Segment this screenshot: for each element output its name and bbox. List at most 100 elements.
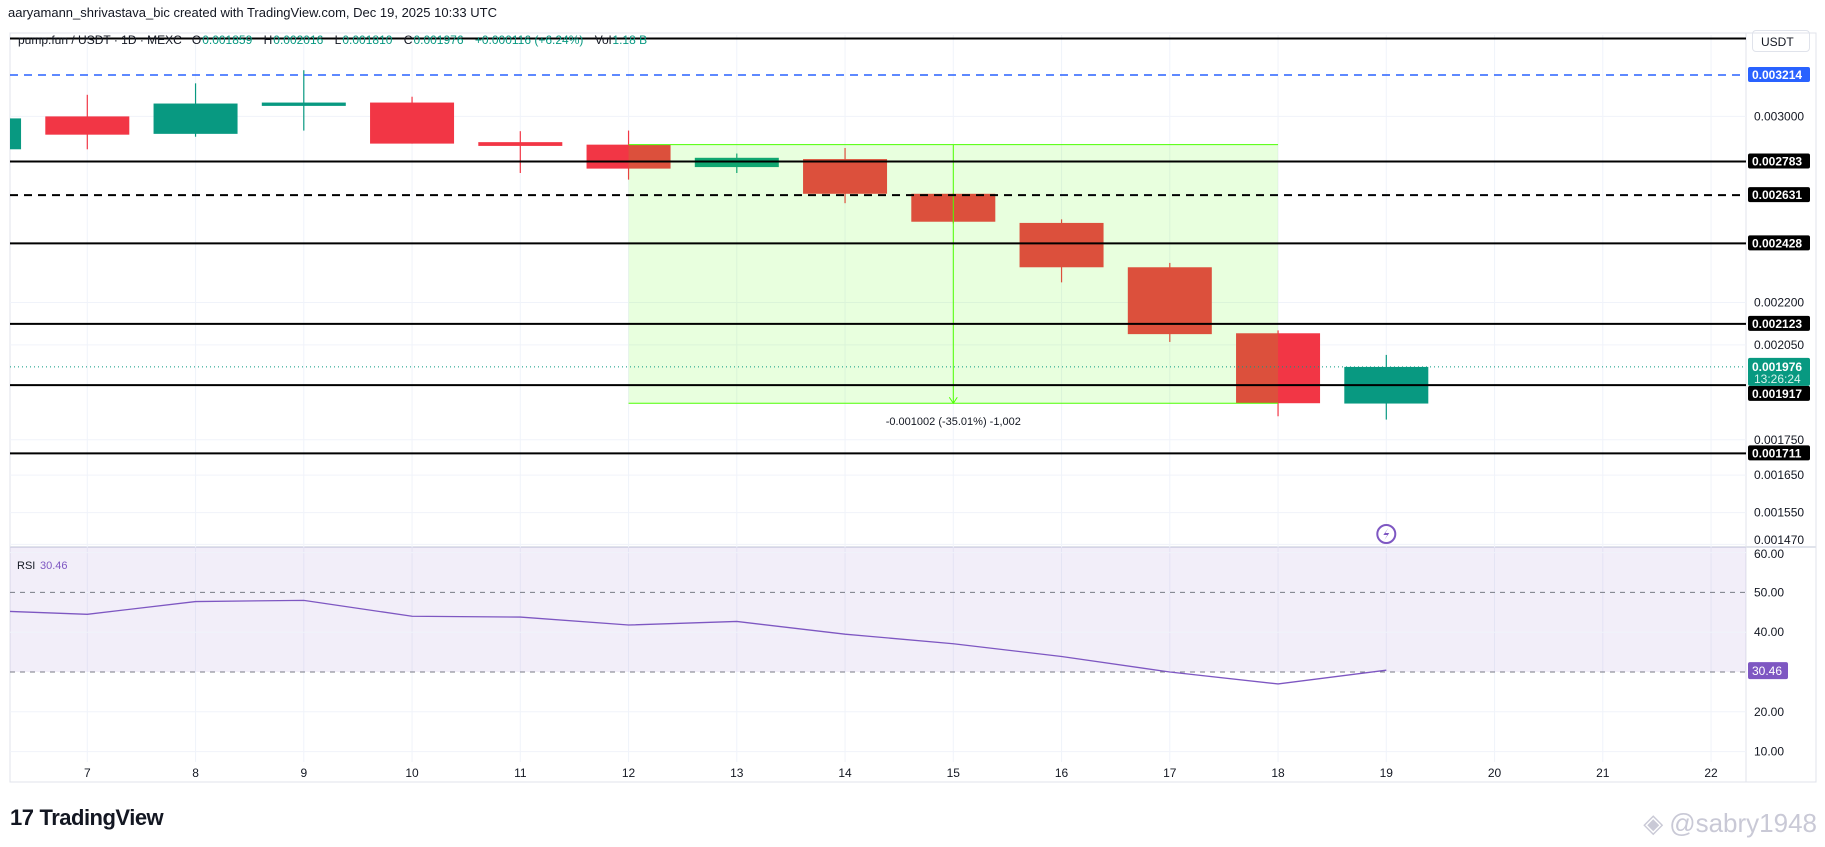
x-tick-label: 20 [1488,766,1502,780]
y-tick-label: 0.002050 [1754,338,1804,352]
symbol-name[interactable]: pump.fun / USDT · 1D · MEXC [18,33,182,47]
candle[interactable] [0,118,22,150]
candle-body [1019,222,1104,268]
tradingview-logo[interactable]: 17 TradingView [10,805,164,831]
candle-body [586,144,671,169]
symbol-legend: pump.fun / USDT · 1D · MEXC O0.001859 H0… [18,33,655,47]
open-value: 0.001859 [202,33,253,47]
rsi-tick-label: 20.00 [1754,705,1784,719]
candle[interactable] [45,94,130,150]
price-label-bg [1748,235,1810,251]
low-label: L [334,33,342,47]
rsi-value-bg [1748,662,1788,680]
x-tick-label: 7 [84,766,91,780]
open-label: O [191,33,202,47]
price-label-bg [1748,445,1810,461]
candle[interactable] [803,148,888,204]
close-label: C [403,33,413,47]
rsi-pane [0,547,1746,753]
price-label: 0.003214 [1752,68,1802,82]
price-label-bg [1748,187,1810,203]
x-tick-label: 9 [300,766,307,780]
candle-body [478,142,563,146]
candle-body [153,103,238,134]
candle[interactable] [261,70,346,131]
tradingview-mark-icon: 17 [10,805,34,830]
chart-credit: aaryamann_shrivastava_bic created with T… [8,5,497,20]
rsi-legend-value: 30.46 [40,560,68,572]
binance-icon: ◈ [1643,808,1664,838]
y-tick-label: 0.003000 [1754,109,1804,123]
x-tick-label: 18 [1271,766,1285,780]
high-value: 0.002016 [273,33,324,47]
close-value: 0.001976 [413,33,464,47]
x-tick-label: 22 [1704,766,1718,780]
y-tick-label: 0.001470 [1754,533,1804,547]
rsi-tick-label: 40.00 [1754,625,1784,639]
x-tick-label: 10 [405,766,419,780]
currency-selector[interactable]: USDT [1752,30,1810,52]
current-price-bg [1748,357,1810,386]
x-tick-label: 13 [730,766,744,780]
price-label: 0.001711 [1752,446,1802,460]
rsi-value-label: 30.46 [1752,664,1782,678]
rsi-tick-label: 50.00 [1754,585,1784,599]
price-label: 0.002428 [1752,236,1802,250]
price-label-bg [1748,67,1810,83]
change-value: +0.000116 (+6.24%) [474,33,584,47]
candle-body [803,159,888,194]
logo-text: TradingView [39,805,164,830]
price-label: 0.002631 [1752,188,1802,202]
price-label-bg [1748,315,1810,331]
y-tick-label: 0.001750 [1754,433,1804,447]
candle-body [1236,333,1321,404]
candle[interactable] [1344,354,1429,420]
high-label: H [263,33,273,47]
rsi-title: RSI [17,560,35,572]
rsi-tick-label: 60.00 [1754,547,1784,561]
watermark: ◈ @sabry1948 [1643,808,1817,839]
chart-frame [9,32,1817,783]
x-tick-label: 14 [838,766,852,780]
x-tick-label: 21 [1596,766,1610,780]
price-label: 0.002783 [1752,154,1802,168]
candle-body [370,102,455,144]
candle[interactable] [153,83,238,137]
y-tick-label: 0.001650 [1754,468,1804,482]
price-label: 0.001917 [1752,387,1802,401]
countdown-label: 13:26:24 [1754,372,1801,386]
volume-value: 1.18 B [612,33,648,47]
y-tick-label: 0.002200 [1754,295,1804,309]
low-value: 0.001810 [342,33,393,47]
rsi-line[interactable] [0,599,1387,685]
price-label: 0.002123 [1752,317,1802,331]
candle[interactable] [478,131,563,173]
x-tick-label: 8 [192,766,199,780]
lightning-glyph [1383,528,1390,540]
watermark-text: @sabry1948 [1669,808,1817,838]
x-tick-label: 16 [1055,766,1069,780]
candle-body [10,118,22,150]
candle-body [261,102,346,106]
current-price-label: 0.001976 [1752,360,1802,374]
price-label-bg [1748,153,1810,169]
x-tick-label: 12 [622,766,636,780]
candle[interactable] [370,96,455,144]
candle[interactable] [1236,330,1321,417]
rsi-band [10,547,1746,672]
x-tick-label: 11 [514,766,527,780]
candle-body [45,116,130,135]
volume-label: Vol [594,33,612,47]
measure-label: -0.001002 (-35.01%) -1,002 [886,416,1021,428]
candle[interactable] [586,130,671,180]
x-tick-label: 15 [947,766,961,780]
rsi-tick-label: 10.00 [1754,745,1784,759]
price-pane [0,70,1429,420]
x-tick-label: 17 [1163,766,1177,780]
arrow-down-icon [948,396,958,405]
candle[interactable] [1019,219,1104,283]
y-tick-label: 0.001550 [1754,506,1804,520]
price-label-bg [1748,385,1810,401]
x-tick-label: 19 [1380,766,1394,780]
